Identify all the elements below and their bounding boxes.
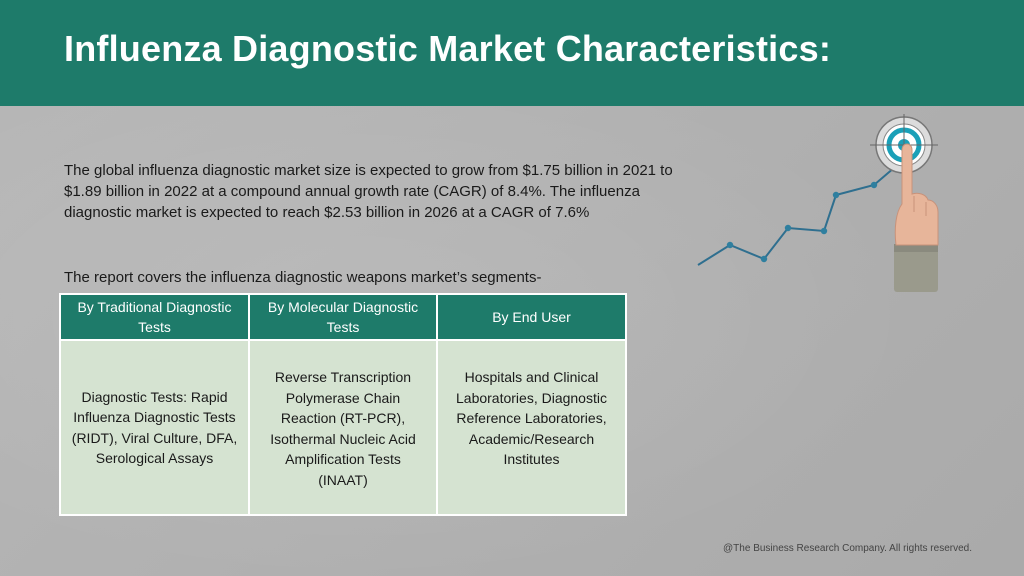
growth-trend-line bbox=[697, 161, 902, 266]
pointing-hand-icon bbox=[894, 143, 939, 292]
market-summary-text: The global influenza diagnostic market s… bbox=[64, 162, 673, 221]
growth-target-icon bbox=[697, 114, 939, 292]
segment-body-molecular: Reverse Transcription Polymerase Chain R… bbox=[248, 339, 438, 516]
header-bar: Influenza Diagnostic Market Characterist… bbox=[0, 0, 1024, 106]
segments-body-row: Diagnostic Tests: Rapid Influenza Diagno… bbox=[59, 339, 627, 516]
segment-body-traditional: Diagnostic Tests: Rapid Influenza Diagno… bbox=[59, 339, 250, 516]
page-title: Influenza Diagnostic Market Characterist… bbox=[64, 28, 832, 69]
segments-header-row: By Traditional Diagnostic Tests By Molec… bbox=[59, 293, 627, 341]
segments-intro-text: The report covers the influenza diagnost… bbox=[64, 269, 542, 286]
segment-header-traditional: By Traditional Diagnostic Tests bbox=[59, 293, 250, 341]
copyright-footer: @The Business Research Company. All righ… bbox=[723, 543, 972, 554]
segment-header-molecular: By Molecular Diagnostic Tests bbox=[248, 293, 438, 341]
segment-header-end-user: By End User bbox=[436, 293, 627, 341]
segment-body-end-user: Hospitals and Clinical Laboratories, Dia… bbox=[436, 339, 627, 516]
trend-points bbox=[726, 181, 878, 263]
segments-table: By Traditional Diagnostic Tests By Molec… bbox=[59, 293, 627, 516]
